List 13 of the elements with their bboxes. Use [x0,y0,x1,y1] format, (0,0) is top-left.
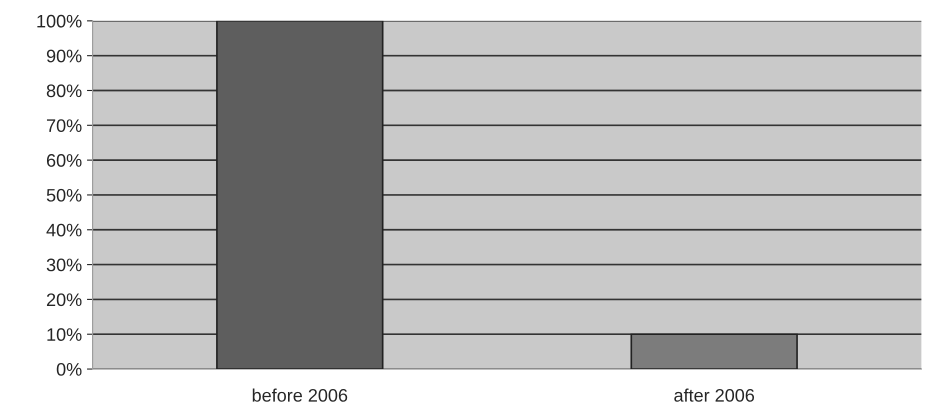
y-tick-label: 50% [46,188,82,202]
x-tick-label: after 2006 [674,388,754,402]
y-tick-label: 10% [47,328,82,341]
y-tick-label: 80% [46,84,82,98]
x-tick-label: before 2006 [252,388,348,402]
y-tick-label: 100% [37,14,82,28]
y-tick-label: 70% [46,119,82,132]
y-tick-label: 40% [46,224,82,236]
y-tick-label: 90% [46,50,82,62]
y-tick-label: 0% [56,362,82,376]
y-tick-label: 30% [46,258,82,272]
y-tick-label: 60% [46,154,82,167]
y-tick-label: 20% [46,293,82,306]
